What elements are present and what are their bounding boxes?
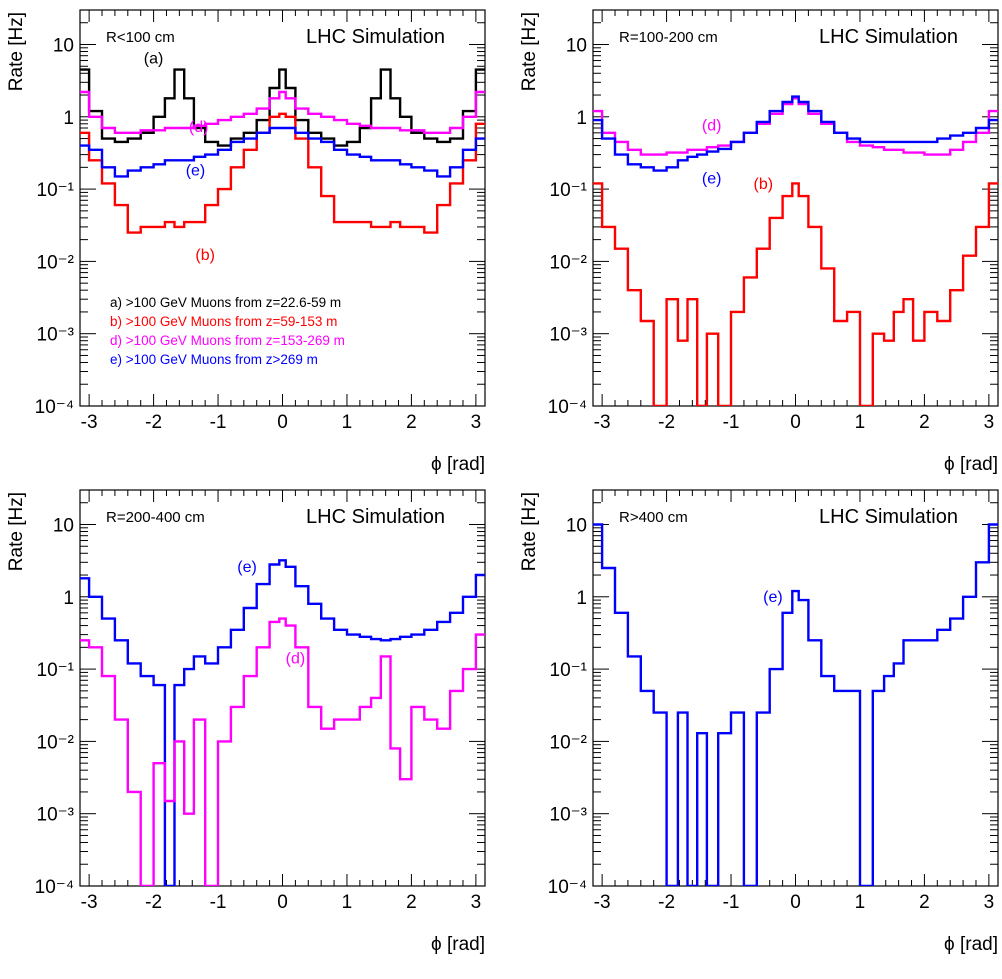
x-tick-label: 0 — [277, 412, 288, 433]
region-label: R=100-200 cm — [619, 29, 718, 46]
x-tick-label: -2 — [658, 892, 675, 913]
series-line-1 — [593, 523, 998, 886]
x-tick-label: 0 — [277, 892, 288, 913]
x-tick-label: 1 — [855, 892, 866, 913]
chart-panel-3: -3 -2 -1 0 1 2 3 10⁻⁴ 10⁻³ 10⁻² 10⁻¹ 1 10 ϕ [rad] Rate… — [6, 489, 486, 955]
curve-annotation: (e) — [702, 170, 722, 187]
legend-entry: b) >100 GeV Muons from z=59-153 m — [110, 314, 337, 329]
y-tick-label: 1 — [576, 108, 587, 129]
series-line-1 — [80, 68, 485, 147]
curve-annotation: (b) — [195, 247, 215, 264]
legend-entry: d) >100 GeV Muons from z=153-269 m — [110, 333, 345, 348]
x-tick-label: 2 — [406, 412, 417, 433]
x-tick-label: 3 — [984, 412, 995, 433]
y-axis-label: Rate [Hz] — [519, 492, 540, 571]
y-tick-label: 10⁻² — [37, 732, 75, 753]
x-tick-label: 3 — [471, 412, 482, 433]
y-tick-label: 1 — [63, 108, 74, 129]
y-tick-label: 10⁻⁴ — [548, 877, 587, 898]
series-line-3 — [80, 90, 485, 134]
y-tick-label: 10 — [566, 515, 587, 536]
chart-title: LHC Simulation — [306, 506, 445, 528]
x-tick-label: -1 — [210, 412, 227, 433]
x-tick-label: 3 — [984, 892, 995, 913]
region-label: R>400 cm — [619, 509, 688, 526]
y-tick-label: 10⁻³ — [550, 325, 588, 346]
x-tick-label: -3 — [81, 412, 98, 433]
y-tick-label: 10⁻⁴ — [35, 397, 74, 418]
x-tick-label: -3 — [81, 892, 98, 913]
series-line-3 — [593, 182, 998, 406]
curve-annotation: (d) — [286, 650, 306, 667]
series-line-2 — [593, 95, 998, 172]
region-label: R<100 cm — [106, 29, 175, 46]
x-tick-label: -3 — [594, 412, 611, 433]
chart-panel-4: -3 -2 -1 0 1 2 3 10⁻⁴ 10⁻³ 10⁻² 10⁻¹ 1 10 ϕ [rad] Rate… — [519, 489, 999, 955]
legend-entry: a) >100 GeV Muons from z=22.6-59 m — [110, 295, 341, 310]
y-tick-label: 10⁻¹ — [37, 180, 75, 201]
curve-annotation: (e) — [763, 589, 783, 606]
chart-panel-1: -3 -2 -1 0 1 2 3 10⁻⁴ 10⁻³ 10⁻² 10⁻¹ 1 10 ϕ [rad] Rate… — [6, 9, 486, 475]
y-tick-label: 10⁻⁴ — [35, 877, 74, 898]
y-tick-label: 10⁻¹ — [550, 180, 588, 201]
y-tick-label: 10 — [53, 35, 74, 56]
series-line-4 — [80, 126, 485, 178]
y-axis-label: Rate [Hz] — [519, 12, 540, 91]
x-tick-label: -3 — [594, 892, 611, 913]
y-tick-label: 1 — [576, 588, 587, 609]
x-tick-label: 2 — [919, 892, 930, 913]
y-tick-label: 10⁻² — [550, 732, 588, 753]
curve-annotation: (a) — [144, 50, 164, 67]
series-line-2 — [80, 617, 485, 886]
chart-panel-2: -3 -2 -1 0 1 2 3 10⁻⁴ 10⁻³ 10⁻² 10⁻¹ 1 10 ϕ [rad] Rate… — [519, 9, 999, 475]
chart-title: LHC Simulation — [819, 506, 958, 528]
x-axis-label: ϕ [rad] — [944, 934, 998, 955]
chart-title: LHC Simulation — [306, 26, 445, 48]
x-tick-label: -1 — [210, 892, 227, 913]
y-tick-label: 10⁻³ — [37, 805, 75, 826]
y-tick-label: 10⁻² — [37, 252, 75, 273]
plot-frame — [592, 489, 999, 887]
x-tick-label: -1 — [723, 892, 740, 913]
x-tick-label: -1 — [723, 412, 740, 433]
x-axis-label: ϕ [rad] — [431, 934, 485, 955]
series-line-2 — [80, 112, 485, 234]
y-tick-label: 10⁻⁴ — [548, 397, 587, 418]
curve-annotation: (d) — [702, 117, 722, 134]
curve-annotation: (e) — [237, 559, 257, 576]
chart-title: LHC Simulation — [819, 26, 958, 48]
x-tick-label: 2 — [919, 412, 930, 433]
series-line-1 — [593, 97, 998, 156]
y-axis-label: Rate [Hz] — [6, 12, 27, 91]
x-tick-label: 1 — [855, 412, 866, 433]
y-axis-label: Rate [Hz] — [6, 492, 27, 571]
y-tick-label: 10⁻¹ — [37, 660, 75, 681]
x-tick-label: 1 — [342, 892, 353, 913]
x-tick-label: 0 — [790, 412, 801, 433]
legend-entry: e) >100 GeV Muons from z>269 m — [110, 352, 318, 367]
x-tick-label: 3 — [471, 892, 482, 913]
y-tick-label: 10⁻³ — [37, 325, 75, 346]
x-tick-label: 0 — [790, 892, 801, 913]
x-axis-label: ϕ [rad] — [431, 454, 485, 475]
y-tick-label: 10⁻² — [550, 252, 588, 273]
y-tick-label: 10 — [566, 35, 587, 56]
x-axis-label: ϕ [rad] — [944, 454, 998, 475]
x-tick-label: 2 — [406, 892, 417, 913]
series-line-1 — [80, 559, 485, 886]
curve-annotation: (e) — [186, 162, 206, 179]
x-tick-label: -2 — [145, 892, 162, 913]
y-tick-label: 1 — [63, 588, 74, 609]
y-tick-label: 10⁻³ — [550, 805, 588, 826]
region-label: R=200-400 cm — [106, 509, 205, 526]
curve-annotation: (b) — [753, 176, 773, 193]
x-tick-label: -2 — [145, 412, 162, 433]
y-tick-label: 10 — [53, 515, 74, 536]
curve-annotation: (d) — [189, 119, 209, 136]
y-tick-label: 10⁻¹ — [550, 660, 588, 681]
x-tick-label: 1 — [342, 412, 353, 433]
x-tick-label: -2 — [658, 412, 675, 433]
